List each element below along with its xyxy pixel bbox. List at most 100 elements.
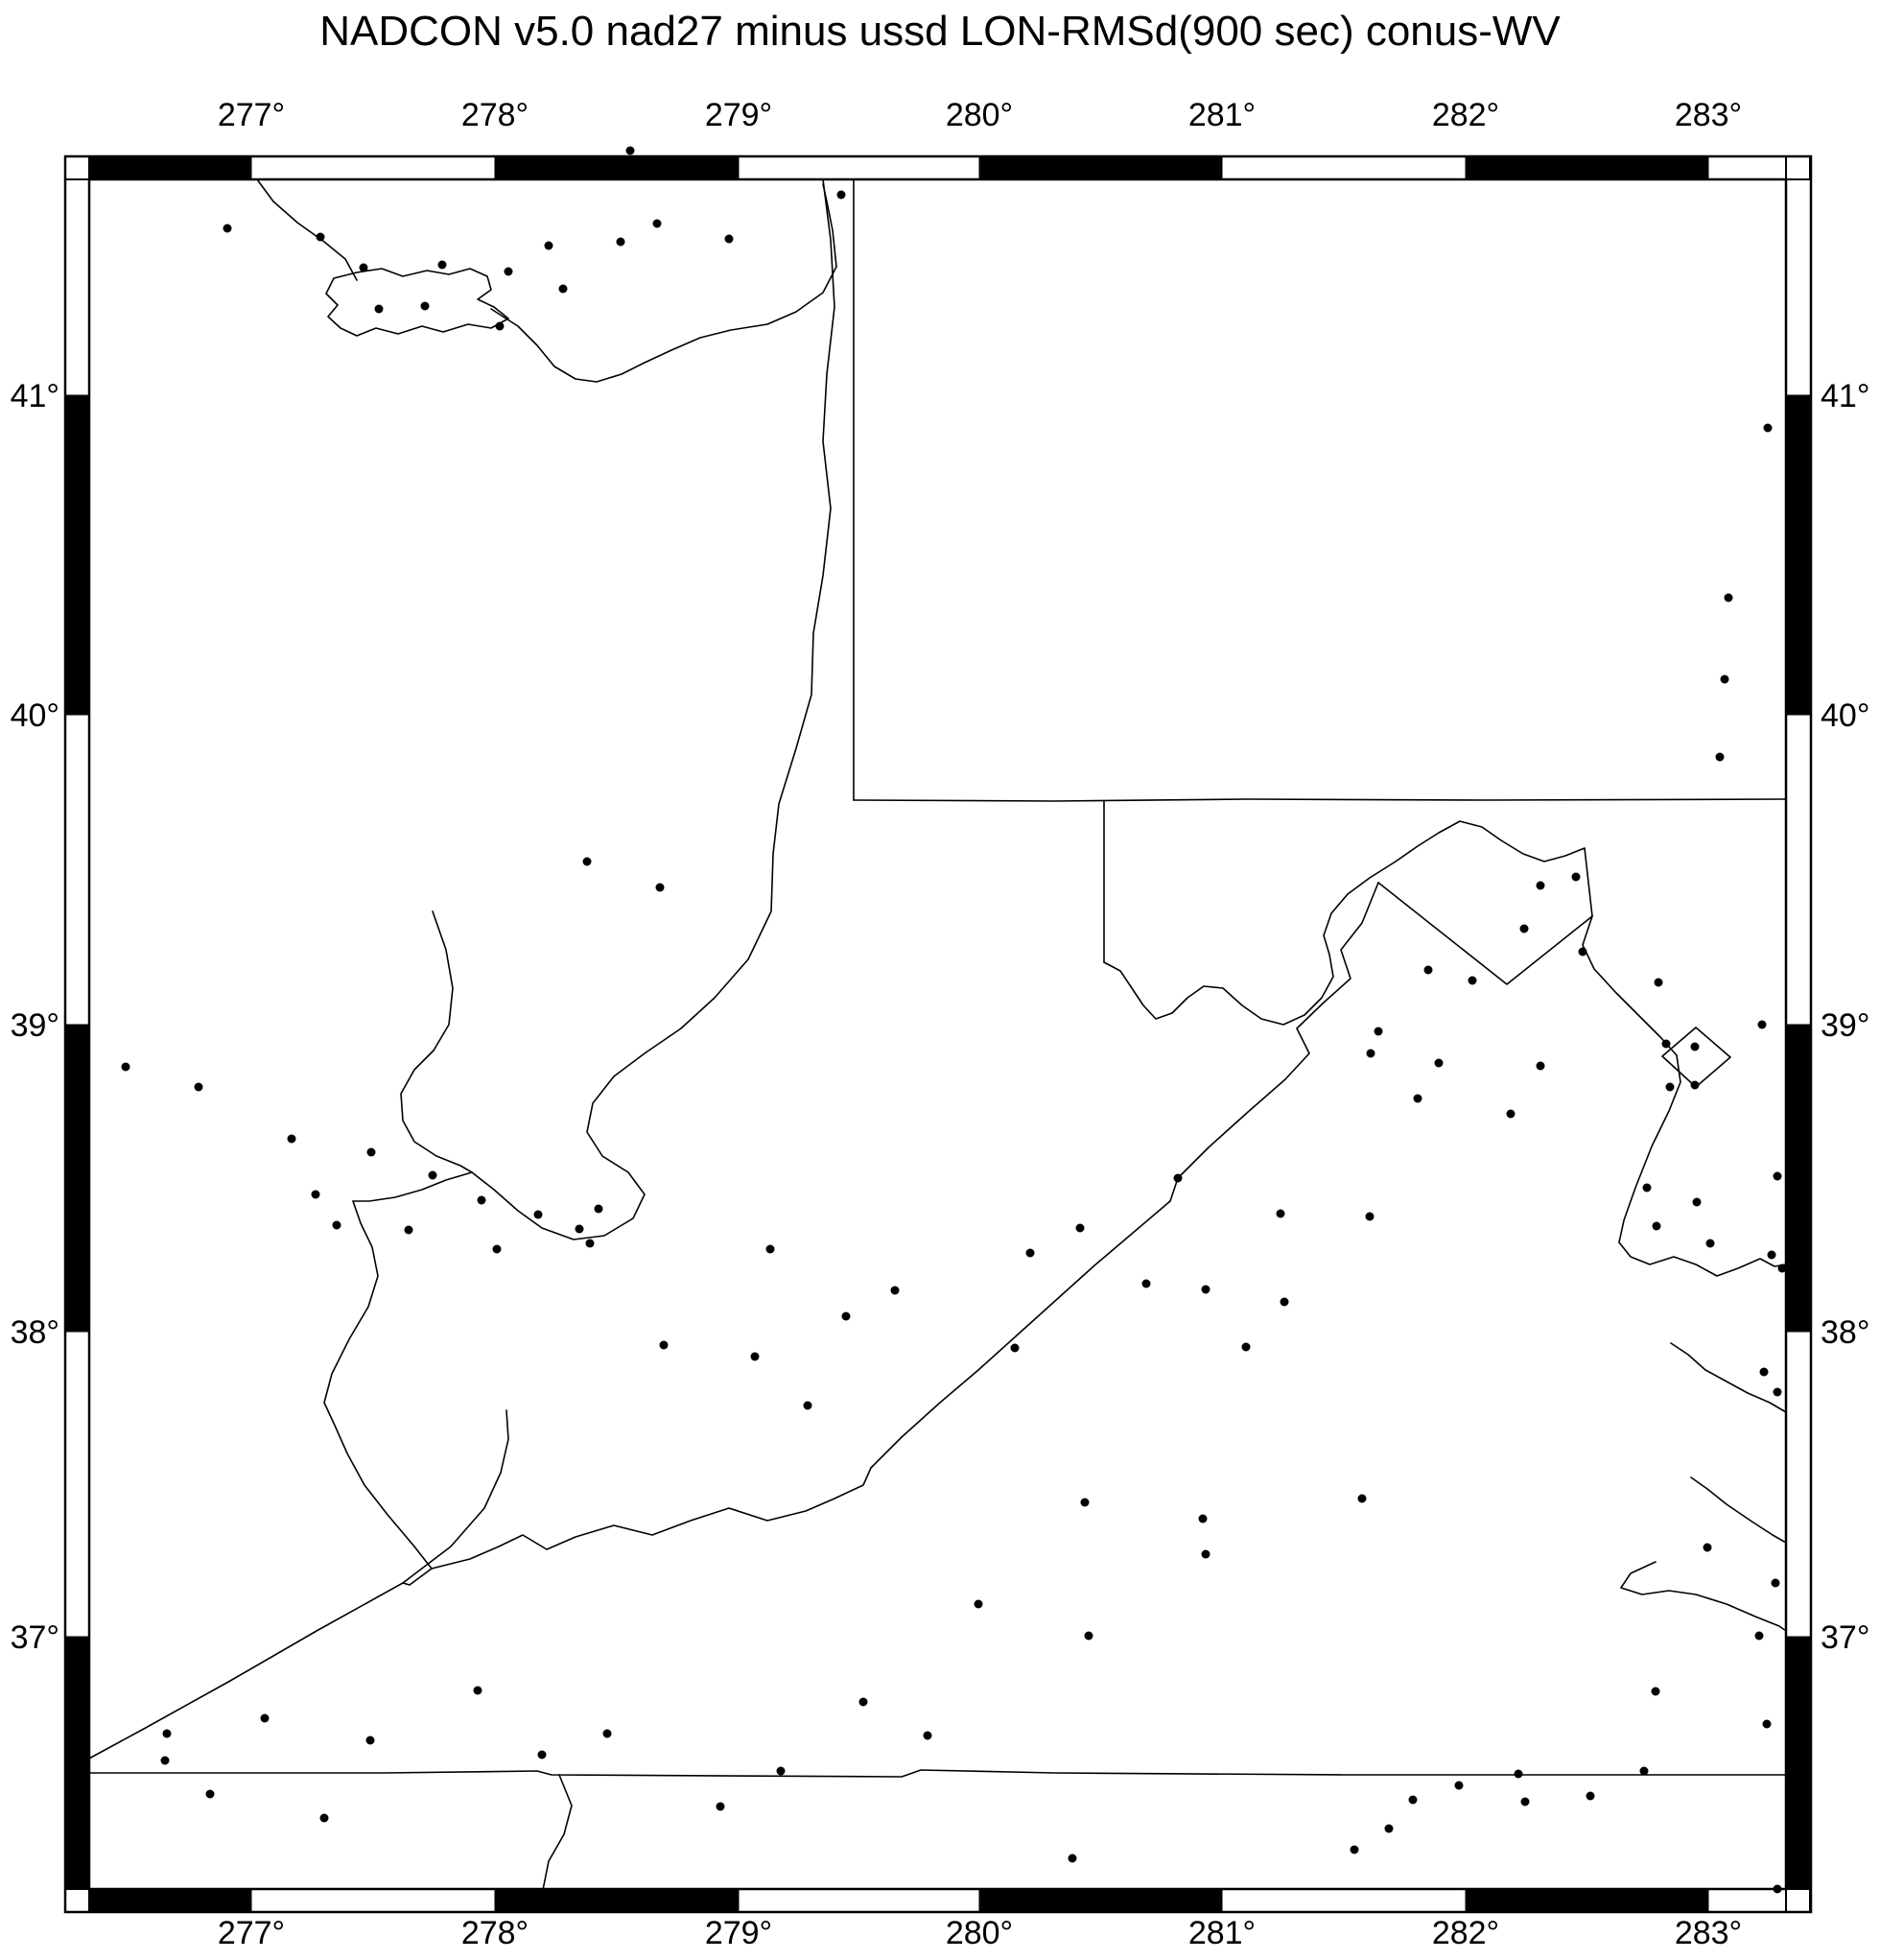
frame-checker-bottom-segment bbox=[1221, 1888, 1467, 1913]
data-point bbox=[1763, 423, 1773, 433]
tick-label-top: 280° bbox=[946, 97, 1013, 133]
data-point bbox=[121, 1062, 130, 1072]
map-frame-outer bbox=[63, 154, 1813, 1914]
frame-checker-left-segment bbox=[64, 1024, 90, 1333]
boundary-line-rappahannock-estuary bbox=[1670, 1342, 1787, 1413]
boundary-line-dc-diamond bbox=[1661, 1027, 1731, 1088]
data-point bbox=[1705, 1239, 1715, 1248]
data-point bbox=[602, 1729, 612, 1738]
frame-checker-right-segment bbox=[1785, 1636, 1812, 1890]
data-point bbox=[428, 1170, 437, 1180]
frame-checker-bottom-segment bbox=[738, 1888, 980, 1913]
boundary-line-susquehanna-bay-head bbox=[1582, 915, 1681, 1243]
data-point bbox=[162, 1729, 172, 1738]
boundary-line-va-nc-border bbox=[65, 1769, 1787, 1778]
data-point bbox=[495, 321, 505, 331]
data-point bbox=[1357, 1494, 1367, 1503]
data-point bbox=[504, 267, 513, 276]
frame-corner-square bbox=[1785, 1888, 1811, 1913]
data-point bbox=[477, 1195, 486, 1205]
data-point bbox=[1642, 1183, 1652, 1193]
data-point bbox=[1201, 1549, 1210, 1559]
frame-checker-bottom-segment bbox=[250, 1888, 496, 1913]
data-point bbox=[1773, 1884, 1782, 1894]
data-point bbox=[1652, 1221, 1661, 1231]
data-point bbox=[537, 1750, 547, 1759]
data-point bbox=[974, 1599, 983, 1609]
data-point bbox=[1413, 1094, 1422, 1103]
data-point bbox=[1767, 1250, 1776, 1260]
boundary-line-york-estuary bbox=[1690, 1476, 1787, 1544]
data-point bbox=[1665, 1082, 1675, 1092]
data-point bbox=[616, 237, 625, 247]
data-point bbox=[366, 1147, 376, 1157]
data-point bbox=[1350, 1845, 1359, 1854]
data-point bbox=[765, 1244, 775, 1254]
data-point bbox=[858, 1697, 868, 1707]
boundary-line-ky-va-border bbox=[76, 1409, 509, 1766]
frame-checker-left-segment bbox=[64, 394, 90, 716]
data-point bbox=[716, 1802, 725, 1811]
data-point bbox=[1434, 1058, 1444, 1068]
tick-label-bottom: 280° bbox=[946, 1915, 1013, 1951]
frame-checker-top-segment bbox=[1465, 155, 1709, 180]
data-point bbox=[558, 284, 568, 294]
tick-label-top: 278° bbox=[461, 97, 529, 133]
tick-label-bottom: 277° bbox=[218, 1915, 285, 1951]
data-point bbox=[332, 1220, 341, 1230]
boundary-line-wv-va-border bbox=[870, 882, 1379, 1469]
frame-checker-bottom-segment bbox=[88, 1888, 252, 1913]
data-point bbox=[1724, 593, 1733, 602]
data-point bbox=[1141, 1279, 1151, 1288]
data-point bbox=[575, 1224, 584, 1234]
data-point bbox=[311, 1190, 320, 1199]
data-point bbox=[359, 263, 368, 272]
frame-checker-top-segment bbox=[1707, 155, 1787, 180]
data-point bbox=[1080, 1498, 1090, 1507]
tick-label-top: 277° bbox=[218, 97, 285, 133]
data-point bbox=[1198, 1514, 1208, 1523]
frame-checker-top-segment bbox=[978, 155, 1223, 180]
data-point bbox=[160, 1756, 170, 1765]
data-point bbox=[1703, 1543, 1712, 1552]
tick-label-bottom: 283° bbox=[1675, 1915, 1742, 1951]
data-point bbox=[1690, 1080, 1700, 1090]
tick-label-bottom: 281° bbox=[1188, 1915, 1256, 1951]
data-point bbox=[1777, 1263, 1787, 1273]
data-point bbox=[1771, 1578, 1780, 1588]
plot-title: NADCON v5.0 nad27 minus ussd LON-RMSd(90… bbox=[319, 8, 1561, 55]
tick-label-bottom: 279° bbox=[705, 1915, 772, 1951]
data-point bbox=[1690, 1042, 1700, 1051]
data-point bbox=[1374, 1027, 1383, 1036]
data-point bbox=[1468, 976, 1477, 985]
data-point bbox=[776, 1766, 786, 1776]
data-point bbox=[1586, 1791, 1595, 1801]
frame-checker-left-segment bbox=[64, 178, 90, 396]
data-point bbox=[319, 1813, 329, 1823]
data-point bbox=[544, 241, 553, 250]
boundary-line-tug-fork-river bbox=[431, 1467, 872, 1570]
tick-label-top: 279° bbox=[705, 97, 772, 133]
data-point bbox=[194, 1082, 203, 1092]
data-point bbox=[1692, 1197, 1702, 1207]
data-point bbox=[1084, 1631, 1093, 1641]
data-point bbox=[1366, 1049, 1375, 1058]
data-point bbox=[404, 1225, 413, 1235]
data-point bbox=[1536, 881, 1545, 890]
data-point bbox=[1365, 1212, 1375, 1221]
data-point bbox=[1280, 1297, 1289, 1307]
data-point bbox=[420, 301, 430, 311]
tick-label-right: 41° bbox=[1821, 378, 1869, 414]
frame-checker-top-segment bbox=[738, 155, 980, 180]
frame-checker-bottom-segment bbox=[978, 1888, 1223, 1913]
data-point bbox=[1571, 872, 1581, 882]
frame-checker-top-segment bbox=[88, 155, 252, 180]
data-point bbox=[1075, 1223, 1085, 1233]
data-point bbox=[1241, 1342, 1251, 1352]
tick-label-left: 40° bbox=[11, 697, 59, 734]
boundary-line-shenango-lake bbox=[325, 268, 509, 337]
boundary-line-shenango-river-upper bbox=[256, 178, 358, 281]
data-point bbox=[1578, 947, 1587, 956]
